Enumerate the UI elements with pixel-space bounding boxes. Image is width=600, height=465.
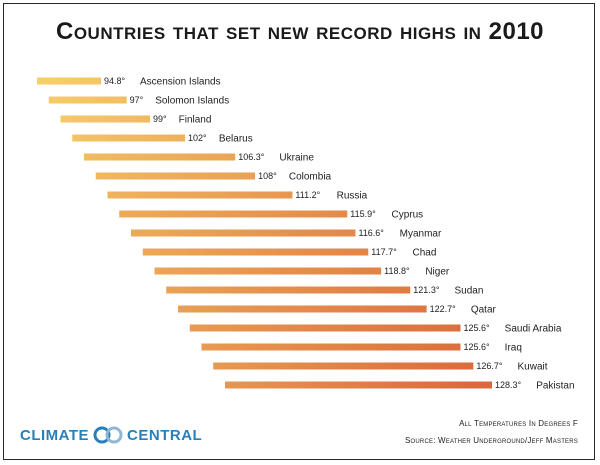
value-label: 115.9° [350, 209, 376, 219]
category-label: Solomon Islands [155, 96, 229, 107]
logo-rings-icon [93, 426, 123, 444]
category-label: Saudi Arabia [505, 324, 562, 335]
category-label: Belarus [219, 134, 253, 145]
category-label: Iraq [505, 343, 522, 354]
category-label: Finland [179, 115, 212, 126]
category-label: Russia [337, 191, 368, 202]
bar-belarus [72, 134, 186, 142]
units-note: All Temperatures In Degrees F [459, 419, 578, 428]
category-label: Ascension Islands [140, 77, 221, 88]
value-label: 121.3° [413, 285, 440, 295]
category-label: Ukraine [279, 153, 314, 164]
bar-sudan [166, 286, 411, 294]
logo-text-climate: CLIMATE [20, 426, 90, 444]
bar-niger [154, 267, 382, 275]
bar-saudi-arabia [189, 324, 461, 332]
bar-finland [60, 115, 151, 123]
value-label: 111.2° [295, 190, 320, 200]
chart-title: Countries that set new record highs in 2… [55, 18, 545, 45]
bar-chad [142, 248, 369, 256]
value-label: 122.7° [430, 304, 457, 314]
category-label: Colombia [289, 172, 332, 183]
value-label: 108° [258, 171, 277, 181]
bar-colombia [95, 172, 256, 180]
bar-cyprus [119, 210, 348, 218]
bar-qatar [178, 305, 427, 313]
value-label: 116.6° [358, 228, 384, 238]
value-label: 106.3° [238, 152, 265, 162]
category-label: Cyprus [391, 210, 423, 221]
bar-pakistan [225, 381, 492, 389]
category-label: Niger [425, 267, 450, 278]
category-label: Myanmar [400, 229, 442, 240]
value-label: 102° [188, 133, 207, 143]
climate-central-logo: CLIMATE CENTRAL [20, 426, 202, 444]
value-label: 126.7° [476, 361, 503, 371]
value-label: 128.3° [495, 380, 522, 390]
category-label: Kuwait [518, 362, 548, 373]
bar-myanmar [131, 229, 356, 237]
category-label: Qatar [471, 305, 497, 316]
bar-kuwait [213, 362, 474, 370]
value-label: 97° [130, 95, 144, 105]
value-label: 94.8° [104, 76, 126, 86]
value-label: 125.6° [463, 323, 490, 333]
bar-russia [107, 191, 293, 199]
bar-iraq [201, 343, 461, 351]
value-label: 117.7° [371, 247, 397, 257]
value-label: 99° [153, 114, 167, 124]
bar-ascension-islands [37, 77, 101, 85]
bar-ukraine [84, 153, 236, 161]
value-label: 118.8° [384, 266, 410, 276]
logo-text-central: CENTRAL [127, 426, 203, 444]
source-note: Source: Weather Underground/Jeff Masters [404, 436, 578, 445]
category-label: Chad [412, 248, 436, 259]
value-label: 125.6° [463, 342, 490, 352]
bar-solomon-islands [48, 96, 127, 104]
category-label: Pakistan [536, 381, 574, 392]
category-label: Sudan [454, 286, 483, 297]
